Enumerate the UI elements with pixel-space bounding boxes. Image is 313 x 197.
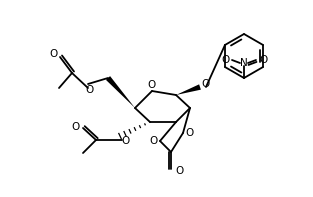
Text: O: O <box>259 55 267 65</box>
Text: O: O <box>221 55 229 65</box>
Text: O: O <box>49 49 57 59</box>
Text: N: N <box>240 58 248 68</box>
Text: O: O <box>148 80 156 90</box>
Text: O: O <box>175 166 183 176</box>
Polygon shape <box>176 84 201 95</box>
Text: O: O <box>121 136 129 146</box>
Text: O: O <box>71 122 79 132</box>
Text: O: O <box>149 136 157 146</box>
Text: O: O <box>86 85 94 95</box>
Text: O: O <box>201 79 209 89</box>
Text: O: O <box>186 128 194 138</box>
Polygon shape <box>106 76 135 108</box>
